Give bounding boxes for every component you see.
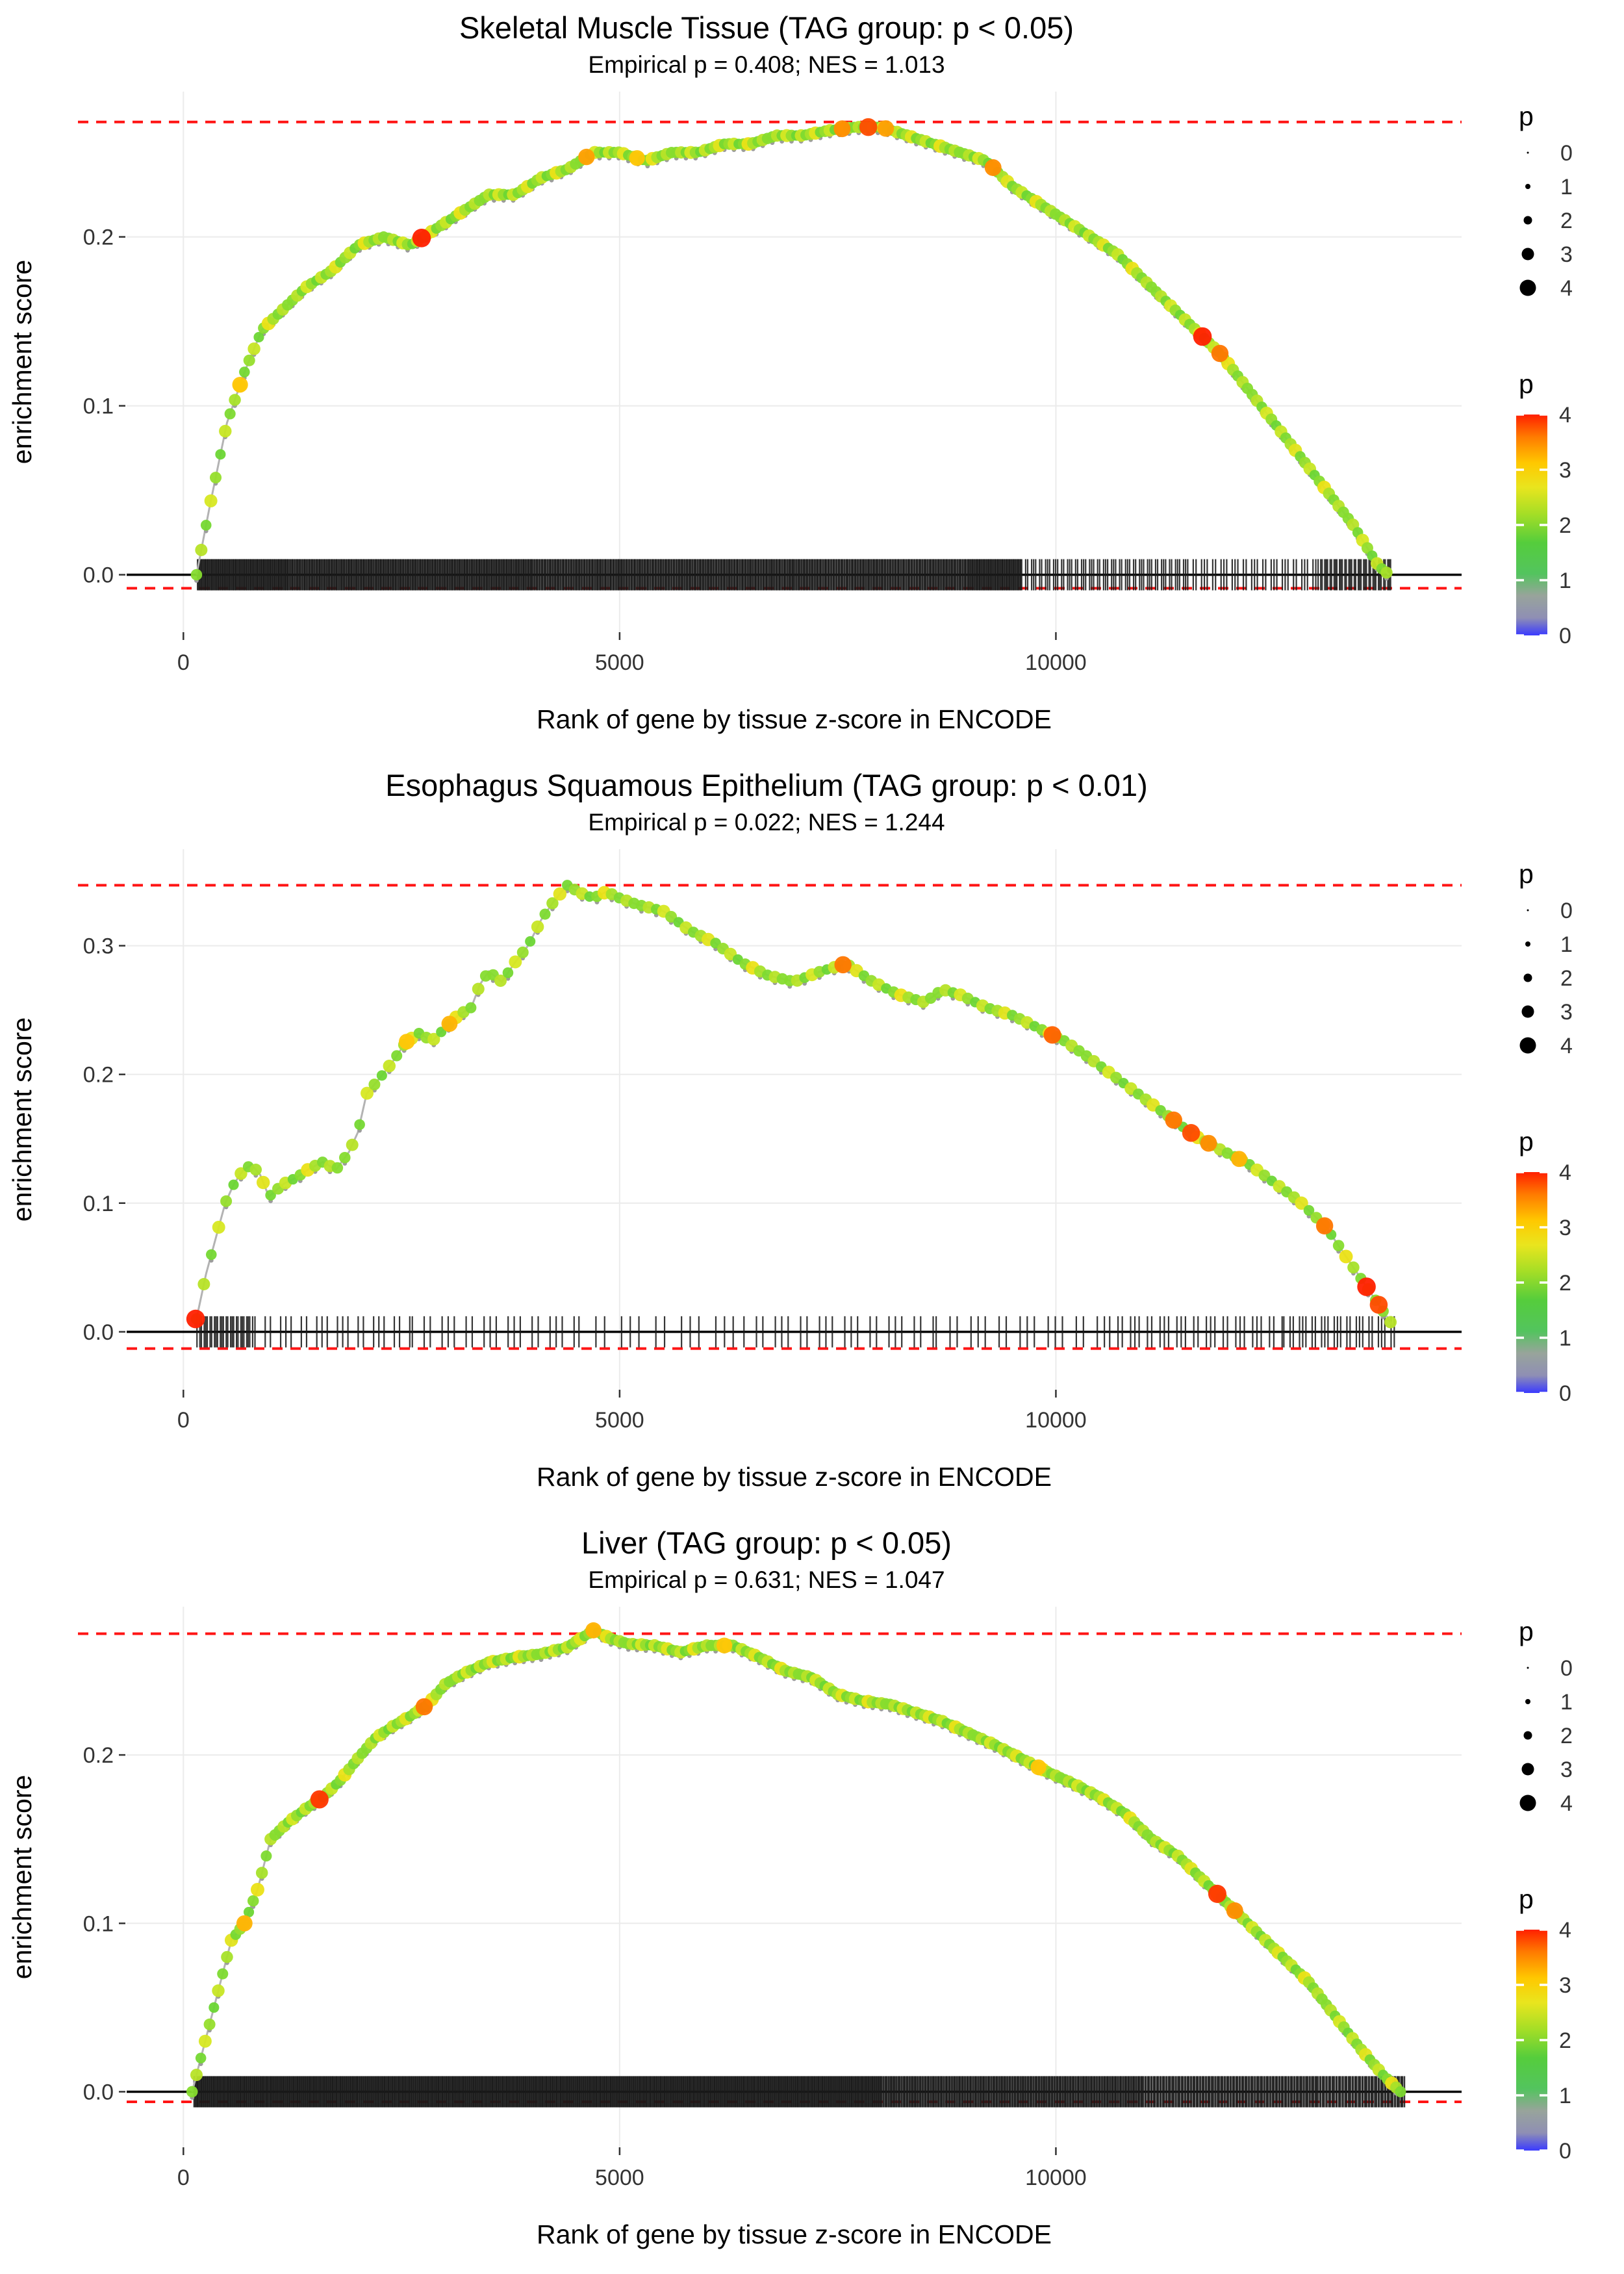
svg-text:p: p bbox=[1519, 1127, 1534, 1156]
svg-text:1: 1 bbox=[1559, 568, 1571, 593]
svg-text:Rank of gene by tissue z-score: Rank of gene by tissue z-score in ENCODE bbox=[537, 704, 1052, 734]
gsea-panel-skeletal-muscle: Skeletal Muscle Tissue (TAG group: p < 0… bbox=[0, 0, 1624, 758]
svg-text:2: 2 bbox=[1560, 1724, 1573, 1748]
svg-text:0.0: 0.0 bbox=[83, 1320, 114, 1345]
enrichment-plot-canvas: 0.0 0.1 0.2 0 5000 10000 Rank of gene by tissu… bbox=[7, 91, 1573, 734]
panel-subtitle: Empirical p = 0.408; NES = 1.013 bbox=[588, 51, 945, 78]
svg-text:4: 4 bbox=[1560, 1034, 1573, 1058]
panel-title: Liver (TAG group: p < 0.05) bbox=[581, 1526, 952, 1560]
svg-text:3: 3 bbox=[1559, 1973, 1571, 1998]
svg-text:Rank of gene by tissue z-score: Rank of gene by tissue z-score in ENCODE bbox=[537, 2219, 1052, 2249]
svg-text:10000: 10000 bbox=[1025, 650, 1087, 675]
svg-text:0.2: 0.2 bbox=[83, 1062, 114, 1087]
svg-text:p: p bbox=[1519, 1616, 1534, 1646]
svg-text:0.2: 0.2 bbox=[83, 225, 114, 249]
svg-text:0: 0 bbox=[177, 650, 190, 675]
svg-text:enrichment score: enrichment score bbox=[7, 260, 37, 464]
svg-text:0: 0 bbox=[1560, 1656, 1573, 1681]
svg-text:5000: 5000 bbox=[595, 650, 644, 675]
svg-text:2: 2 bbox=[1559, 513, 1571, 538]
gsea-panel-liver: Liver (TAG group: p < 0.05) Empirical p … bbox=[0, 1515, 1624, 2273]
svg-text:0: 0 bbox=[177, 2165, 190, 2190]
panel-title: Skeletal Muscle Tissue (TAG group: p < 0… bbox=[459, 10, 1074, 45]
svg-text:1: 1 bbox=[1560, 932, 1573, 957]
panel-title: Esophagus Squamous Epithelium (TAG group… bbox=[385, 768, 1148, 802]
svg-text:1: 1 bbox=[1560, 175, 1573, 199]
svg-text:0: 0 bbox=[177, 1408, 190, 1433]
svg-text:3: 3 bbox=[1560, 242, 1573, 267]
svg-text:2: 2 bbox=[1560, 209, 1573, 233]
svg-text:p: p bbox=[1519, 101, 1534, 131]
svg-text:2: 2 bbox=[1559, 2028, 1571, 2053]
svg-text:p: p bbox=[1519, 859, 1534, 889]
svg-text:0: 0 bbox=[1559, 1381, 1571, 1406]
svg-text:0: 0 bbox=[1559, 624, 1571, 648]
svg-text:1: 1 bbox=[1559, 2084, 1571, 2108]
svg-text:4: 4 bbox=[1559, 1160, 1571, 1185]
svg-text:0.1: 0.1 bbox=[83, 394, 114, 418]
svg-text:4: 4 bbox=[1559, 403, 1571, 428]
svg-text:0: 0 bbox=[1559, 2139, 1571, 2164]
svg-text:p: p bbox=[1519, 1884, 1534, 1914]
svg-text:0.0: 0.0 bbox=[83, 2080, 114, 2104]
enrichment-plot-canvas: 0.0 0.1 0.2 0 5000 10000 Rank of gene by tissu… bbox=[7, 1606, 1573, 2249]
svg-text:0.3: 0.3 bbox=[83, 934, 114, 958]
svg-text:2: 2 bbox=[1559, 1271, 1571, 1296]
panel-subtitle: Empirical p = 0.022; NES = 1.244 bbox=[588, 808, 945, 836]
svg-text:p: p bbox=[1519, 369, 1534, 399]
svg-text:3: 3 bbox=[1560, 1757, 1573, 1782]
svg-text:0: 0 bbox=[1560, 141, 1573, 166]
svg-text:0: 0 bbox=[1560, 899, 1573, 923]
svg-text:0.2: 0.2 bbox=[83, 1743, 114, 1768]
svg-text:4: 4 bbox=[1560, 276, 1573, 301]
svg-text:0.1: 0.1 bbox=[83, 1192, 114, 1216]
svg-text:2: 2 bbox=[1560, 966, 1573, 991]
svg-text:1: 1 bbox=[1559, 1326, 1571, 1351]
svg-text:4: 4 bbox=[1559, 1918, 1571, 1943]
svg-text:0.0: 0.0 bbox=[83, 563, 114, 587]
svg-text:enrichment score: enrichment score bbox=[7, 1017, 37, 1221]
svg-text:enrichment score: enrichment score bbox=[7, 1775, 37, 1979]
panel-subtitle: Empirical p = 0.631; NES = 1.047 bbox=[588, 1566, 945, 1593]
enrichment-plot-canvas: 0.0 0.1 0.2 0.3 0 5000 10000 Rank of gene by ti… bbox=[7, 849, 1573, 1492]
svg-text:10000: 10000 bbox=[1025, 2165, 1087, 2190]
svg-text:Rank of gene by tissue z-score: Rank of gene by tissue z-score in ENCODE bbox=[537, 1462, 1052, 1492]
svg-text:0.1: 0.1 bbox=[83, 1911, 114, 1936]
svg-text:5000: 5000 bbox=[595, 2165, 644, 2190]
gsea-panel-esophagus: Esophagus Squamous Epithelium (TAG group… bbox=[0, 758, 1624, 1515]
svg-text:1: 1 bbox=[1560, 1690, 1573, 1715]
svg-text:3: 3 bbox=[1560, 1000, 1573, 1025]
svg-text:4: 4 bbox=[1560, 1791, 1573, 1816]
svg-text:3: 3 bbox=[1559, 1216, 1571, 1240]
svg-text:3: 3 bbox=[1559, 458, 1571, 483]
svg-text:10000: 10000 bbox=[1025, 1408, 1087, 1433]
svg-text:5000: 5000 bbox=[595, 1408, 644, 1433]
